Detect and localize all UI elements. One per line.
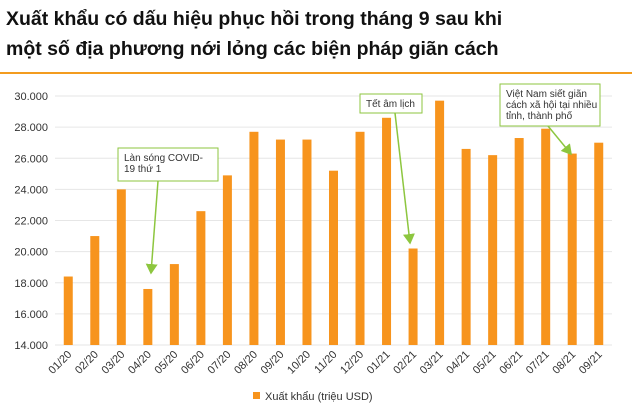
annotation-text: Tết âm lịch <box>366 98 415 110</box>
x-tick-label: 03/21 <box>418 349 446 377</box>
bar <box>90 236 100 345</box>
bar <box>355 131 365 345</box>
x-tick-label: 06/20 <box>179 349 207 377</box>
y-tick-label: 16.000 <box>14 309 48 321</box>
x-tick-label: 08/20 <box>232 349 260 377</box>
x-tick-label: 04/21 <box>444 349 472 377</box>
x-tick-label: 05/20 <box>153 349 181 377</box>
bar <box>116 189 126 345</box>
annotation-arrow <box>145 180 159 275</box>
x-tick-label: 07/21 <box>524 349 552 377</box>
bar <box>249 131 259 345</box>
annotation-box <box>359 93 423 114</box>
x-tick-label: 07/20 <box>206 349 234 377</box>
chart-title: một số địa phương nới lỏng các biện pháp… <box>6 38 499 60</box>
x-tick-label: 10/20 <box>285 349 313 377</box>
bar <box>541 128 551 345</box>
annotation-box <box>117 147 219 182</box>
annotation-arrow <box>394 112 415 245</box>
x-tick-label: 02/21 <box>391 349 419 377</box>
annotation-text: tỉnh, thành phố <box>506 110 573 122</box>
bar <box>514 138 524 345</box>
x-tick-label: 05/21 <box>471 349 499 377</box>
legend-swatch <box>253 392 260 399</box>
bar <box>275 139 285 345</box>
y-tick-label: 14.000 <box>14 340 48 352</box>
bar <box>329 170 338 345</box>
annotation-arrow <box>547 125 572 156</box>
bar <box>408 248 418 345</box>
bar <box>222 175 232 345</box>
x-tick-label: 09/21 <box>577 349 605 377</box>
x-tick-label: 06/21 <box>497 349 525 377</box>
x-tick-label: 11/20 <box>312 349 339 376</box>
bar <box>382 117 392 345</box>
annotation-text: cách xã hội tại nhiều <box>506 99 597 111</box>
x-tick-label: 02/20 <box>73 349 101 377</box>
x-tick-label: 01/21 <box>365 349 393 377</box>
annotation-text: 19 thứ 1 <box>124 164 162 175</box>
bar <box>169 264 179 345</box>
annotation-text: Việt Nam siết giãn <box>506 88 587 100</box>
bar <box>567 153 577 345</box>
bar <box>143 288 153 345</box>
bar <box>594 142 604 345</box>
bar <box>488 155 498 345</box>
x-tick-label: 08/21 <box>550 349 578 377</box>
x-tick-label: 12/20 <box>338 349 366 377</box>
y-tick-label: 20.000 <box>14 247 48 259</box>
x-tick-label: 09/20 <box>259 349 287 377</box>
bar <box>63 276 73 345</box>
x-tick-label: 01/20 <box>46 349 74 377</box>
y-tick-label: 18.000 <box>14 278 48 290</box>
y-tick-label: 24.000 <box>14 184 48 196</box>
legend-label: Xuất khẩu (triệu USD) <box>265 391 373 403</box>
bar <box>196 211 206 345</box>
x-tick-label: 04/20 <box>126 349 154 377</box>
annotation-box <box>499 83 601 127</box>
x-tick-label: 03/20 <box>99 349 127 377</box>
y-tick-label: 26.000 <box>14 153 48 165</box>
chart-title: Xuất khẩu có dấu hiệu phục hồi trong thá… <box>6 8 502 30</box>
y-tick-label: 22.000 <box>14 216 48 228</box>
bar <box>461 148 471 345</box>
bar <box>302 139 312 345</box>
y-tick-label: 30.000 <box>14 91 48 103</box>
y-tick-label: 28.000 <box>14 122 48 134</box>
bar <box>435 100 445 345</box>
annotation-text: Làn sóng COVID- <box>124 153 203 164</box>
